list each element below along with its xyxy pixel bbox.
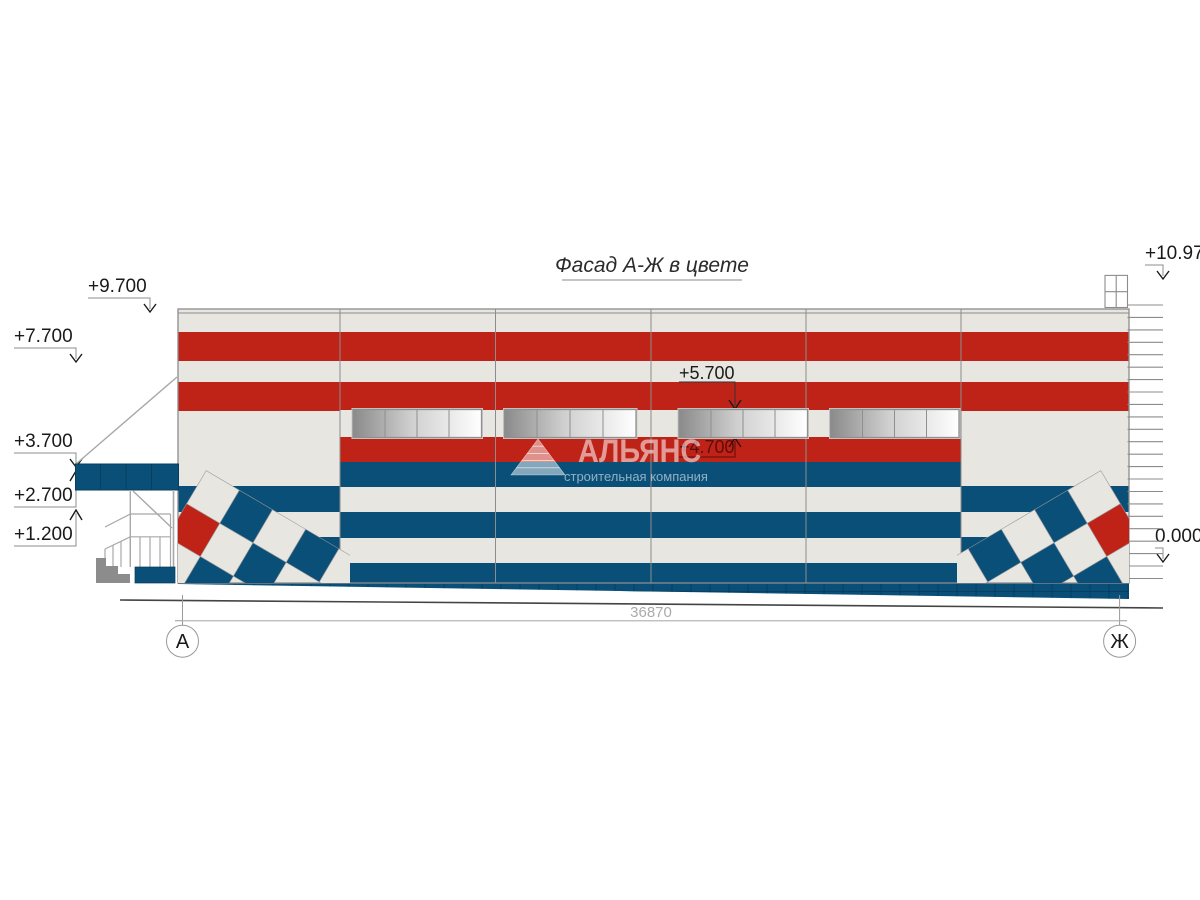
svg-text:36870: 36870	[630, 604, 672, 621]
svg-text:+2.700: +2.700	[14, 485, 73, 506]
svg-text:+10.970: +10.970	[1145, 243, 1200, 264]
svg-text:А: А	[176, 631, 190, 653]
svg-text:+3.700: +3.700	[14, 431, 73, 452]
svg-text:+5.700: +5.700	[679, 363, 735, 383]
svg-text:строительная компания: строительная компания	[564, 469, 708, 484]
svg-text:+7.700: +7.700	[14, 326, 73, 347]
svg-text:+1.200: +1.200	[14, 524, 73, 545]
svg-text:Ж: Ж	[1110, 631, 1129, 653]
svg-text:+9.700: +9.700	[88, 276, 147, 297]
svg-text:Фасад А-Ж в цвете: Фасад А-Ж в цвете	[555, 254, 749, 277]
